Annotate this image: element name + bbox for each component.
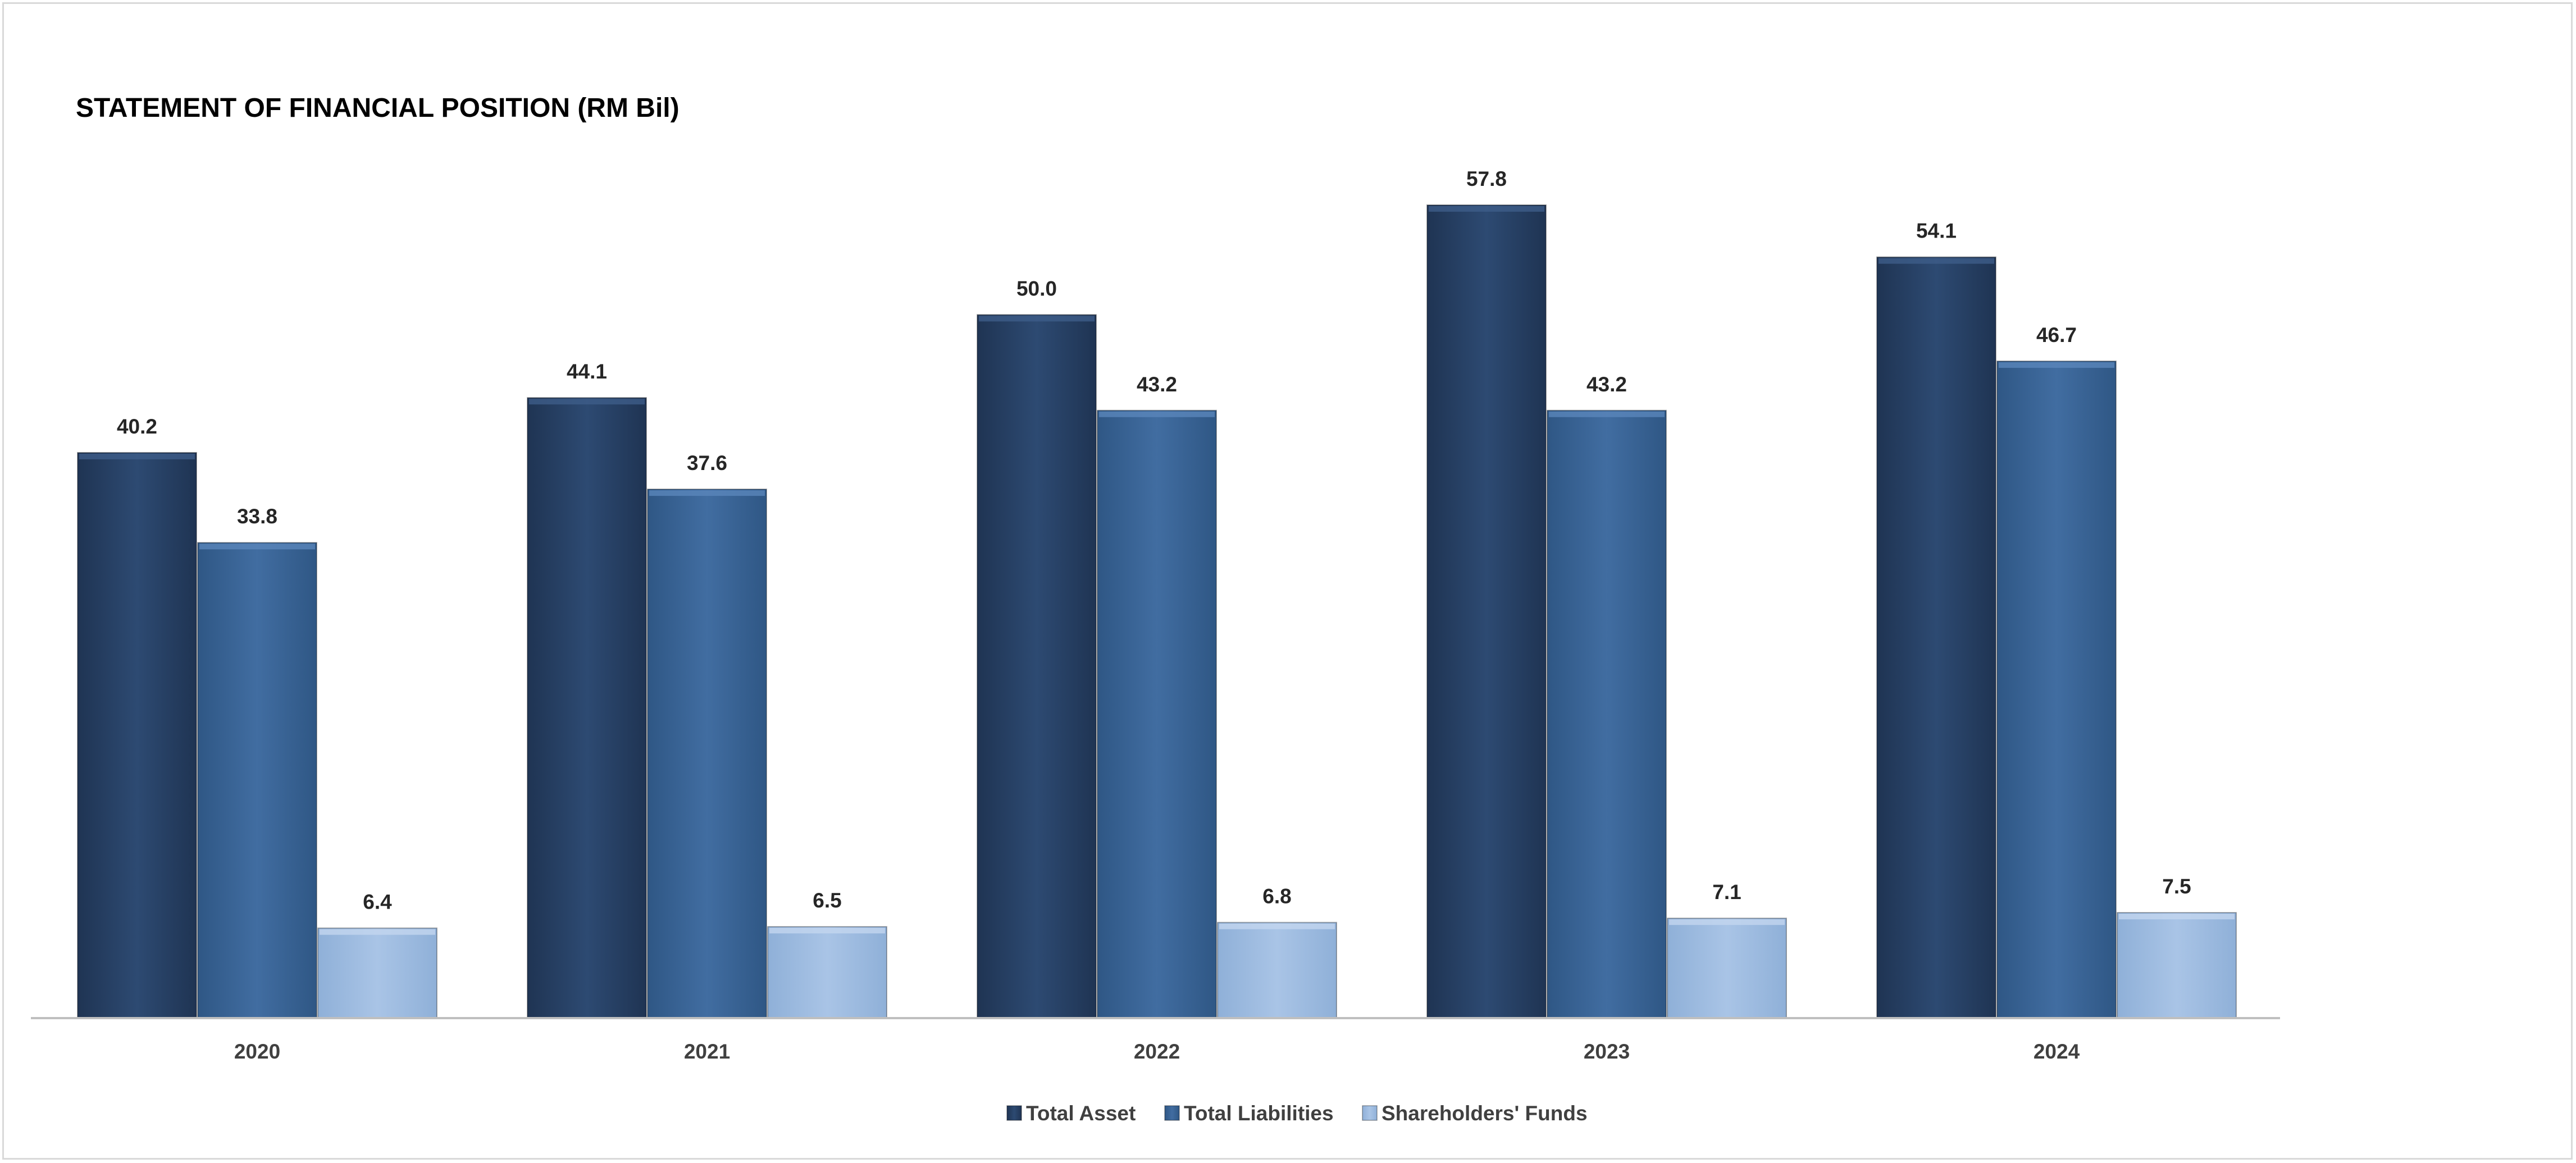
bar-2023-1 <box>1547 409 1667 1019</box>
bar-bevel-2021-1 <box>649 490 765 496</box>
bar-2020-1 <box>197 542 317 1019</box>
x-tick-2024: 2024 <box>2034 1040 2080 1063</box>
bar-bevel-2022-1 <box>1099 411 1215 417</box>
x-tick-2021: 2021 <box>684 1040 730 1063</box>
data-label-2024-0: 54.1 <box>1916 220 1957 243</box>
bar-bevel-2022-0 <box>979 316 1095 322</box>
legend-swatch-2 <box>1362 1105 1378 1121</box>
x-tick-2023: 2023 <box>1584 1040 1630 1063</box>
chart-title: STATEMENT OF FINANCIAL POSITION (RM Bil) <box>76 93 680 123</box>
data-label-2023-0: 57.8 <box>1466 167 1507 190</box>
bar-2021-1 <box>647 489 767 1019</box>
bar-bevel-2024-2 <box>2119 914 2235 920</box>
bar-2022-0 <box>977 314 1097 1019</box>
bar-2022-2 <box>1217 922 1337 1019</box>
bar-2023-2 <box>1667 918 1787 1019</box>
bar-bevel-2020-0 <box>79 453 195 459</box>
bar-bevel-2024-0 <box>1879 258 1994 264</box>
bar-bevel-2022-2 <box>1219 923 1335 929</box>
data-label-2024-1: 46.7 <box>2036 323 2077 346</box>
bar-bevel-2023-2 <box>1669 919 1785 925</box>
data-labels-group: 40.2 33.8 6.4 44.1 37.6 6.5 50.0 43.2 6.8 57.8 43.… <box>117 167 2191 914</box>
bar-2022-1 <box>1097 409 1217 1019</box>
data-label-2021-2: 6.5 <box>813 889 841 912</box>
bar-2021-2 <box>767 926 887 1019</box>
x-tick-2020: 2020 <box>234 1040 280 1063</box>
bar-bevel-2021-0 <box>529 399 645 405</box>
bar-2020-2 <box>317 927 437 1019</box>
bar-bevel-2023-0 <box>1429 206 1544 212</box>
bar-2024-0 <box>1876 256 1996 1019</box>
bar-bevel-2020-2 <box>320 929 435 935</box>
legend-label-1: Total Liabilities <box>1184 1102 1334 1125</box>
data-label-2023-1: 43.2 <box>1586 373 1627 396</box>
x-tick-labels: 2020 2021 2022 2023 2024 <box>234 1040 2080 1063</box>
bar-bevel-2023-1 <box>1549 411 1665 417</box>
bar-bevel-2024-1 <box>1999 362 2114 368</box>
data-label-2022-2: 6.8 <box>1262 885 1291 908</box>
bar-bevel-2020-1 <box>199 544 315 550</box>
bar-2020-0 <box>77 451 197 1019</box>
data-label-2020-0: 40.2 <box>117 415 157 438</box>
bars-group <box>77 204 2237 1019</box>
bar-2023-0 <box>1426 204 1547 1019</box>
legend: Total Asset Total Liabilities Shareholders… <box>1006 1102 1588 1125</box>
data-label-2022-1: 43.2 <box>1137 373 1177 396</box>
x-tick-2022: 2022 <box>1134 1040 1180 1063</box>
bar-2021-0 <box>527 397 647 1019</box>
data-label-2021-0: 44.1 <box>567 360 607 383</box>
legend-label-0: Total Asset <box>1026 1102 1136 1125</box>
data-label-2020-1: 33.8 <box>237 505 277 528</box>
data-label-2020-2: 6.4 <box>363 891 392 914</box>
data-label-2022-0: 50.0 <box>1016 277 1057 300</box>
data-label-2024-2: 7.5 <box>2162 875 2191 898</box>
legend-swatch-1 <box>1164 1105 1180 1121</box>
bar-2024-1 <box>1996 361 2117 1019</box>
legend-label-2: Shareholders' Funds <box>1382 1102 1588 1125</box>
data-label-2021-1: 37.6 <box>687 451 727 475</box>
data-label-2023-2: 7.1 <box>1712 881 1741 904</box>
bar-bevel-2021-2 <box>769 928 885 934</box>
bar-2024-2 <box>2117 912 2237 1019</box>
legend-swatch-0 <box>1006 1105 1022 1121</box>
